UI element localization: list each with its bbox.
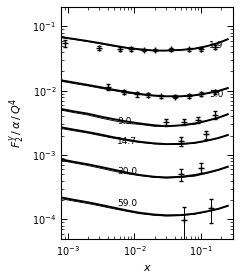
Text: 30.0: 30.0	[117, 167, 137, 176]
X-axis label: $x$: $x$	[143, 263, 152, 273]
Text: 59.0: 59.0	[117, 199, 137, 208]
Text: 9.0: 9.0	[117, 117, 132, 126]
Text: 14.7: 14.7	[117, 137, 137, 146]
Text: 5.0: 5.0	[209, 90, 223, 99]
Y-axis label: $F_2^{\gamma}\,/\,\alpha\,/\,Q^4$: $F_2^{\gamma}\,/\,\alpha\,/\,Q^4$	[7, 98, 27, 148]
Text: 1.9: 1.9	[209, 41, 223, 50]
